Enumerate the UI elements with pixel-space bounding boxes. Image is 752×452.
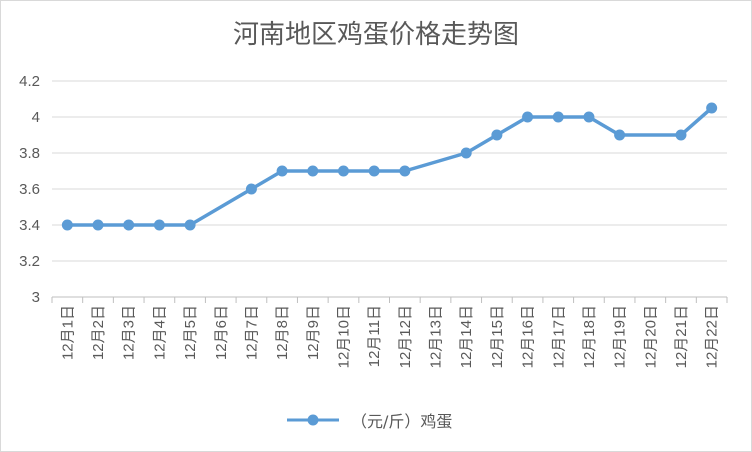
data-point	[307, 165, 319, 177]
x-tick-label: 12月14日	[458, 305, 475, 368]
x-tick-label: 12月13日	[428, 305, 445, 368]
y-tick-label: 4.2	[19, 73, 40, 90]
data-point	[245, 183, 257, 195]
x-tick-label: 12月19日	[612, 305, 629, 368]
x-tick-label: 12月3日	[121, 305, 138, 360]
y-tick-label: 3.2	[19, 253, 40, 270]
y-tick-label: 3.6	[19, 181, 40, 198]
x-tick-label: 12月8日	[274, 305, 291, 360]
data-point	[706, 102, 718, 114]
data-point	[123, 219, 135, 231]
legend-label: （元/斤）鸡蛋	[351, 412, 453, 431]
data-point	[153, 219, 165, 231]
y-tick-label: 3	[32, 289, 40, 306]
x-tick-label: 12月1日	[59, 305, 76, 360]
x-tick-label: 12月21日	[673, 305, 690, 368]
data-point	[184, 219, 196, 231]
chart-title: 河南地区鸡蛋价格走势图	[232, 20, 519, 50]
y-tick-label: 3.8	[19, 145, 40, 162]
x-tick-label: 12月9日	[305, 305, 322, 360]
x-tick-label: 12月18日	[581, 305, 598, 368]
data-point	[337, 165, 349, 177]
series-line	[61, 102, 718, 231]
x-tick-label: 12月5日	[182, 305, 199, 360]
data-point	[491, 129, 503, 141]
y-tick-label: 4	[32, 109, 40, 126]
x-tick-label: 12月2日	[90, 305, 107, 360]
data-point	[368, 165, 380, 177]
data-point	[399, 165, 411, 177]
x-tick-label: 12月11日	[366, 305, 383, 367]
y-tick-label: 3.4	[19, 217, 40, 234]
x-tick-label: 12月7日	[243, 305, 260, 360]
data-point	[276, 165, 288, 177]
x-tick-label: 12月16日	[520, 305, 537, 368]
x-tick-label: 12月6日	[213, 305, 230, 360]
x-tick-label: 12月10日	[335, 305, 352, 368]
x-tick-label: 12月15日	[489, 305, 506, 368]
x-tick-label: 12月4日	[151, 305, 168, 360]
data-point	[583, 111, 595, 123]
x-tick-label: 12月22日	[704, 305, 721, 368]
data-point	[614, 129, 626, 141]
x-tick-label: 12月20日	[642, 305, 659, 368]
data-point	[552, 111, 564, 123]
y-axis-ticks: 3 3.2 3.4 3.6 3.8 4 4.2	[19, 73, 40, 306]
series-line-path	[67, 106, 713, 227]
x-axis-ticks: 12月1日 12月2日 12月3日 12月4日 12月5日 12月6日 12月7日 12月8日…	[59, 305, 720, 368]
x-axis	[51, 296, 728, 303]
data-point	[522, 111, 534, 123]
data-point	[460, 147, 472, 159]
x-tick-label: 12月17日	[550, 305, 567, 368]
data-point	[61, 219, 73, 231]
data-point	[92, 219, 104, 231]
legend-swatch	[287, 414, 339, 426]
x-tick-label: 12月12日	[397, 305, 414, 368]
legend: （元/斤）鸡蛋	[285, 408, 452, 432]
data-point	[675, 129, 687, 141]
